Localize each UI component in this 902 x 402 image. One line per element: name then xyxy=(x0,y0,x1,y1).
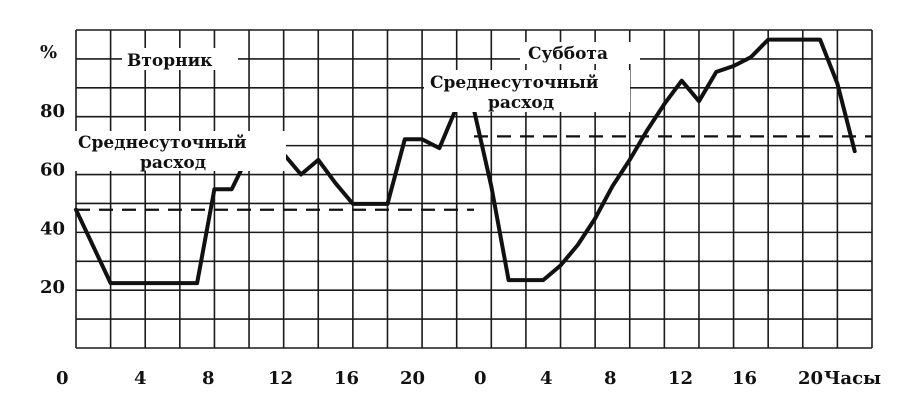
average-lines xyxy=(76,135,872,211)
y-tick-label: 80 xyxy=(40,101,65,122)
x-tick-label: 20 xyxy=(798,368,823,389)
x-tick-label: 4 xyxy=(134,368,147,389)
x-tick-label: 12 xyxy=(268,368,293,389)
x-tick-label: 0 xyxy=(474,368,487,389)
x-tick-label: 12 xyxy=(668,368,693,389)
chart-labels: % Часы 20 40 60 80 0 4 8 12 16 20 0 4 8 12 16 20 xyxy=(40,42,881,389)
x-tick-label: 4 xyxy=(540,368,553,389)
y-tick-label: 40 xyxy=(40,218,65,239)
series-line-tuesday xyxy=(74,152,390,286)
x-tick-label: 16 xyxy=(334,368,359,389)
x-tick-label: 8 xyxy=(604,368,617,389)
y-tick-label: 20 xyxy=(40,277,65,298)
x-tick-label: 20 xyxy=(400,368,425,389)
x-tick-label: 8 xyxy=(202,368,215,389)
x-tick-label: 0 xyxy=(56,368,69,389)
x-unit-label: Часы xyxy=(824,368,881,389)
chart-annotations: Вторник Среднесуточный расход Суббота Ср… xyxy=(74,42,640,173)
average-label-tuesday-line1: Среднесуточный xyxy=(78,133,247,153)
average-label-tuesday-line2: расход xyxy=(140,153,206,173)
y-tick-label: 60 xyxy=(40,160,65,181)
x-tick-label: 16 xyxy=(732,368,757,389)
y-unit-label: % xyxy=(40,42,57,63)
day-label-saturday: Суббота xyxy=(528,44,608,64)
average-label-saturday-line2: расход xyxy=(488,93,554,113)
day-label-tuesday: Вторник xyxy=(127,51,213,71)
average-label-saturday-line1: Среднесуточный xyxy=(430,73,599,93)
